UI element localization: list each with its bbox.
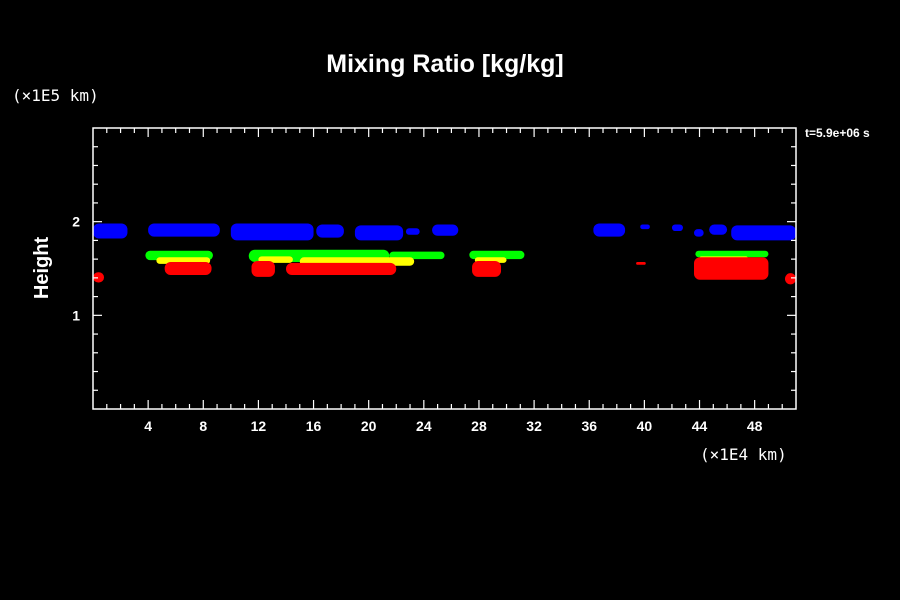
x-tick-label: 28 bbox=[471, 418, 487, 434]
mixing-ratio-region-16 bbox=[469, 250, 525, 260]
mixing-ratio-region-28 bbox=[636, 261, 646, 265]
mixing-ratio-region-6 bbox=[432, 224, 459, 236]
x-tick-label: 12 bbox=[251, 418, 267, 434]
y-unit-label: (×1E5 km) bbox=[12, 86, 99, 105]
y-tick-label: 2 bbox=[72, 214, 80, 230]
y-tick-label: 1 bbox=[72, 307, 80, 323]
y-axis-label: Height bbox=[31, 237, 53, 300]
mixing-ratio-region-3 bbox=[316, 224, 344, 238]
x-tick-label: 20 bbox=[361, 418, 377, 434]
time-label: t=5.9e+06 s bbox=[805, 126, 870, 140]
mixing-ratio-region-1 bbox=[148, 223, 220, 237]
plot-frame bbox=[92, 127, 797, 410]
axis-ticks bbox=[93, 128, 796, 409]
x-tick-label: 36 bbox=[581, 418, 597, 434]
chart-title: Mixing Ratio [kg/kg] bbox=[326, 50, 564, 78]
x-tick-label: 48 bbox=[747, 418, 763, 434]
mixing-ratio-region-7 bbox=[593, 223, 626, 237]
mixing-ratio-region-30 bbox=[784, 273, 796, 285]
x-tick-label: 44 bbox=[692, 418, 708, 434]
x-tick-label: 8 bbox=[199, 418, 207, 434]
mixing-ratio-region-0 bbox=[93, 223, 128, 239]
x-unit-label: (×1E4 km) bbox=[700, 445, 787, 464]
mixing-ratio-region-17 bbox=[695, 250, 769, 258]
mixing-ratio-region-12 bbox=[731, 225, 796, 241]
mixing-ratio-region-26 bbox=[285, 262, 397, 276]
mixing-ratio-region-8 bbox=[640, 224, 650, 230]
mixing-ratio-region-24 bbox=[164, 261, 212, 276]
mixing-ratio-region-27 bbox=[472, 261, 502, 277]
mixing-ratio-region-4 bbox=[354, 225, 404, 241]
mixing-ratio-region-9 bbox=[671, 224, 683, 232]
mixing-ratio-region-23 bbox=[93, 272, 105, 283]
mixing-ratio-region-5 bbox=[405, 228, 420, 235]
mixing-ratio-region-25 bbox=[251, 261, 275, 277]
x-tick-label: 16 bbox=[306, 418, 322, 434]
mixing-ratio-region-2 bbox=[230, 223, 314, 241]
x-tick-label: 4 bbox=[144, 418, 152, 434]
mixing-ratio-regions bbox=[93, 223, 796, 285]
mixing-ratio-region-10 bbox=[693, 229, 704, 237]
x-tick-label: 32 bbox=[526, 418, 542, 434]
x-tick-label: 24 bbox=[416, 418, 432, 434]
mixing-ratio-region-11 bbox=[709, 224, 728, 235]
mixing-ratio-region-29 bbox=[693, 257, 769, 280]
x-tick-label: 40 bbox=[637, 418, 653, 434]
